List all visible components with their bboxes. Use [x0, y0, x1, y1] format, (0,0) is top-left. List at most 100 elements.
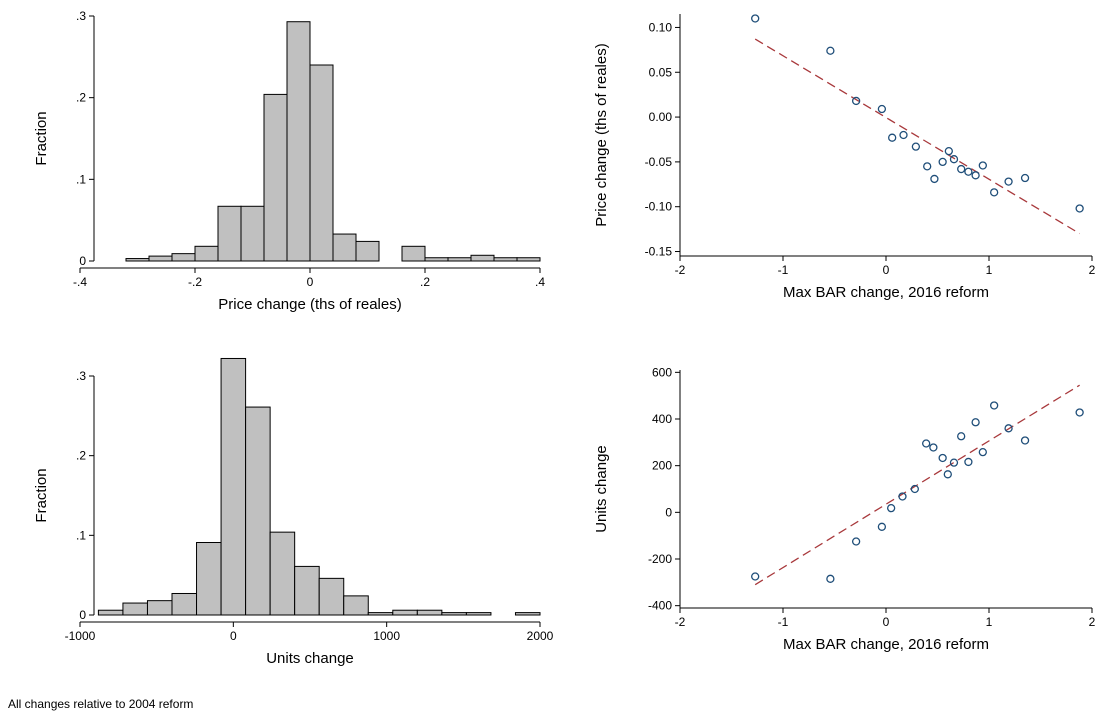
x-tick-label: 2000 [527, 629, 554, 643]
histogram-bar [125, 258, 150, 262]
histogram-bar [392, 609, 418, 616]
x-tick-label: 0 [883, 263, 890, 277]
x-tick-label: 2 [1089, 263, 1096, 277]
scatter-point [899, 130, 908, 140]
histogram-bar [367, 612, 394, 616]
scatter-point [971, 418, 980, 427]
histogram-bar [318, 577, 345, 616]
y-tick-label: -200 [648, 552, 672, 566]
scatter-point [938, 453, 947, 463]
y-tick-label: 0.10 [649, 20, 673, 34]
scatter-point [971, 171, 980, 180]
y-tick-label: 0.00 [649, 110, 673, 124]
histogram-bar [355, 240, 380, 262]
x-axis-title: Max BAR change, 2016 reform [783, 636, 989, 653]
scatter-point [751, 572, 760, 581]
scatter-point [929, 443, 938, 452]
scatter-point [957, 164, 966, 174]
x-tick-label: 2 [1089, 615, 1096, 629]
x-tick-label: -2 [675, 263, 686, 277]
y-tick-label: .1 [76, 528, 86, 542]
x-tick-label: -1 [778, 615, 789, 629]
scatter-point [1075, 204, 1084, 213]
y-tick-label: .2 [76, 91, 86, 105]
scatter-point [957, 432, 966, 441]
histogram-bar [516, 257, 541, 262]
x-tick-label: -1000 [65, 629, 96, 643]
x-tick-label: 0 [307, 275, 314, 289]
histogram-bar [514, 612, 541, 616]
y-axis-title: Price change (ths of reales) [593, 43, 610, 226]
histogram-bar [217, 205, 242, 262]
scatter-point [923, 162, 932, 171]
scatter-point [898, 492, 907, 501]
histogram-bar [220, 357, 247, 616]
y-tick-label: 0 [665, 505, 672, 519]
histogram-bar [401, 245, 426, 262]
histogram-bar [286, 21, 311, 262]
y-tick-label: 600 [652, 365, 672, 379]
y-tick-label: 0 [79, 608, 86, 622]
scatter-point [1020, 436, 1030, 445]
x-axis-title: Price change (ths of reales) [218, 296, 401, 313]
histogram-bar [194, 245, 219, 262]
scatter-point [826, 574, 835, 583]
x-tick-label: .4 [535, 275, 545, 289]
scatter-point [990, 401, 999, 410]
y-tick-label: 400 [652, 412, 672, 426]
y-tick-label: .2 [76, 449, 86, 463]
histogram-bar [171, 592, 198, 616]
x-tick-label: -.4 [73, 275, 87, 289]
scatter-point [911, 142, 921, 151]
histogram-bar [97, 609, 124, 616]
y-axis-title: Fraction [33, 111, 50, 165]
histogram-bar [148, 255, 173, 262]
x-tick-label: -.2 [188, 275, 202, 289]
y-tick-label: -0.10 [645, 200, 673, 214]
histogram-bar [332, 233, 357, 262]
footnote: All changes relative to 2004 reform [8, 697, 194, 711]
x-tick-label: 0 [230, 629, 237, 643]
histogram-bar [493, 257, 518, 262]
scatter-point [964, 457, 973, 467]
histogram-bar [424, 257, 449, 262]
y-tick-label: .3 [76, 369, 86, 383]
scatter-point [949, 458, 959, 467]
fit-line [754, 38, 1080, 235]
scatter-point [1020, 173, 1030, 183]
y-tick-label: -0.15 [645, 245, 673, 259]
scatter-point [978, 447, 987, 457]
scatter-point [877, 104, 887, 114]
histogram-bar [146, 600, 173, 616]
scatter-point [1075, 408, 1084, 417]
x-tick-label: 1 [986, 615, 993, 629]
histogram-bar [245, 406, 271, 616]
histogram-bar [122, 602, 148, 616]
price-change-scatter: -2 -1 0 1 2 -0.15 -0.10 -0.05 0.00 0.05 0.10 Max BA… [593, 14, 1096, 301]
histogram-bar [343, 595, 369, 616]
scatter-point [944, 146, 953, 156]
y-tick-label: -0.05 [645, 155, 673, 169]
scatter-point [888, 133, 897, 142]
y-tick-label: .3 [76, 9, 86, 23]
scatter-point [949, 155, 959, 164]
histogram-bar [171, 253, 196, 262]
x-axis-title: Max BAR change, 2016 reform [783, 284, 989, 301]
scatter-point [887, 503, 896, 513]
fit-line [754, 384, 1080, 586]
scatter-point [922, 439, 931, 448]
x-tick-label: 1 [986, 263, 993, 277]
x-tick-label: 0 [883, 615, 890, 629]
scatter-point [826, 46, 835, 55]
scatter-point [877, 522, 887, 531]
y-tick-label: .1 [76, 172, 86, 186]
x-tick-label: 1000 [373, 629, 400, 643]
x-tick-label: .2 [420, 275, 430, 289]
units-change-scatter: -2 -1 0 1 2 -400 -200 0 200 400 600 Max BAR change,… [593, 365, 1096, 653]
y-axis-title: Units change [593, 445, 610, 533]
histogram-bar [196, 542, 222, 616]
price-change-histogram: -.4 -.2 0 .2 .4 0 .1 .2 .3 Price change (ths of r… [33, 9, 545, 313]
scatter-point [851, 537, 861, 546]
y-tick-label: 0 [79, 254, 86, 268]
